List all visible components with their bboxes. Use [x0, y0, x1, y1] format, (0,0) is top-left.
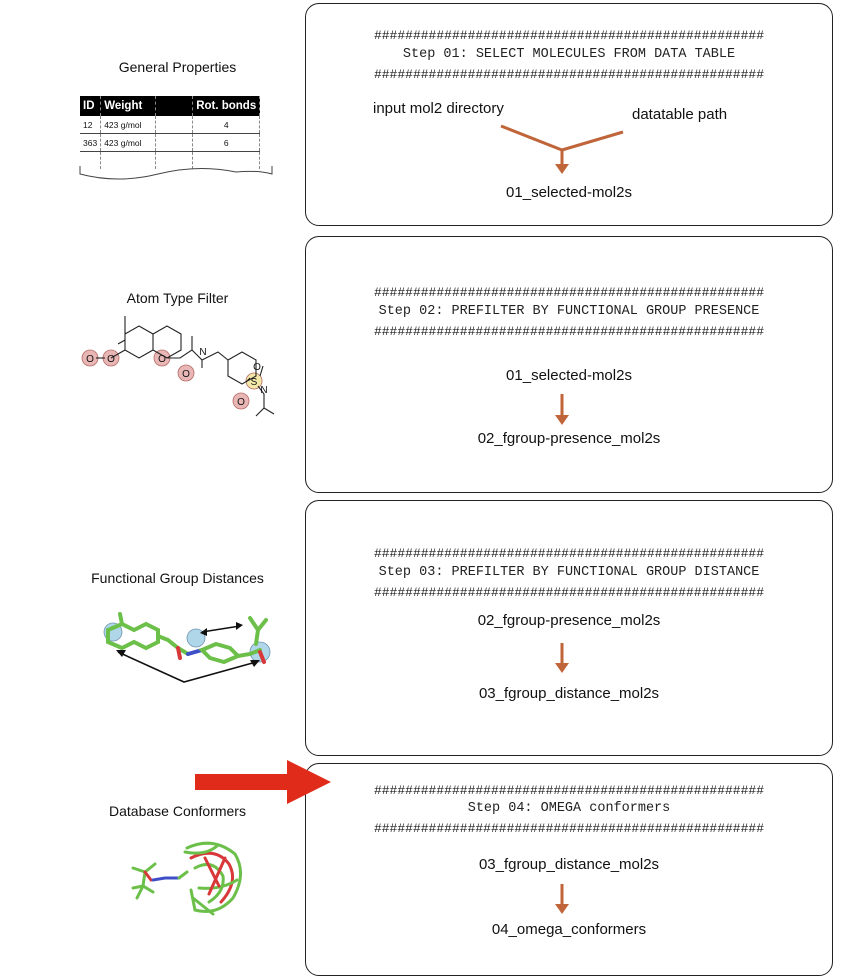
- table-cell: [155, 133, 194, 152]
- step-02-input: 01_selected-mol2s: [506, 367, 632, 384]
- atom-oxygen-5: O: [253, 362, 261, 373]
- hash-rule-bottom: ########################################…: [373, 67, 765, 82]
- hash-rule-top: ########################################…: [373, 546, 765, 561]
- current-step-arrow-icon: [195, 760, 331, 804]
- table-cell: [155, 151, 194, 169]
- step-02-box: ########################################…: [305, 236, 833, 493]
- table-row: 363 423 g/mol 6: [80, 133, 261, 152]
- atom-nitrogen-1: N: [199, 347, 206, 358]
- table-cell: [155, 116, 194, 134]
- database-conformers-title: Database Conformers: [109, 803, 246, 819]
- hash-rule-top: ########################################…: [373, 28, 765, 43]
- table-row: [80, 151, 261, 169]
- step-01-output: 01_selected-mol2s: [506, 184, 632, 201]
- atom-nitrogen-2: N: [260, 385, 267, 396]
- hash-rule-bottom: ########################################…: [373, 821, 765, 836]
- down-arrow-icon: [555, 643, 569, 673]
- step-02-title: Step 02: PREFILTER BY FUNCTIONAL GROUP P…: [378, 304, 760, 319]
- torn-paper-edge: [79, 166, 273, 180]
- table-cell: 4: [192, 116, 261, 134]
- step-03-title: Step 03: PREFILTER BY FUNCTIONAL GROUP D…: [378, 565, 760, 580]
- conformer-ensemble-image: [131, 841, 242, 916]
- step-01-box: ########################################…: [305, 3, 833, 226]
- atom-sulfur: S: [251, 377, 258, 388]
- atom-oxygen-2: O: [107, 354, 115, 365]
- molecule-structure-diagram: O O O O N S O O N: [81, 316, 275, 417]
- table-cell: 423 g/mol: [100, 133, 157, 152]
- hash-rule-bottom: ########################################…: [373, 585, 765, 600]
- hash-rule-top: ########################################…: [373, 285, 765, 300]
- table-cell: 6: [192, 133, 261, 152]
- table-cell: [100, 151, 157, 169]
- hash-rule-top: ########################################…: [373, 783, 765, 798]
- atom-oxygen-1: O: [86, 354, 94, 365]
- step-04-box: ########################################…: [305, 763, 833, 976]
- properties-table: ID Weight Rot. bonds 12 423 g/mol 4 363 …: [80, 96, 261, 169]
- table-cell: 12: [80, 116, 102, 134]
- step-01-title: Step 01: SELECT MOLECULES FROM DATA TABL…: [402, 47, 736, 62]
- atom-oxygen-3: O: [158, 354, 166, 365]
- table-cell: [192, 151, 261, 169]
- step-04-input: 03_fgroup_distance_mol2s: [478, 856, 660, 873]
- down-arrow-icon: [555, 394, 569, 425]
- merge-arrow-icon: [500, 124, 624, 174]
- atom-oxygen-4: O: [182, 369, 190, 380]
- down-arrow-icon: [555, 884, 569, 914]
- step-04-output: 04_omega_conformers: [491, 921, 647, 938]
- functional-group-distance-diagram: [103, 612, 271, 683]
- datatable-path-label: datatable path: [632, 106, 728, 123]
- functional-group-distances-title: Functional Group Distances: [91, 570, 264, 586]
- table-row: 12 423 g/mol 4: [80, 116, 261, 134]
- input-mol2-directory-label: input mol2 directory: [373, 100, 504, 117]
- column-header-weight: Weight: [100, 96, 157, 116]
- column-header-rot-bonds: Rot. bonds: [192, 96, 261, 116]
- atom-type-filter-title: Atom Type Filter: [126, 290, 229, 306]
- column-header-blank: [155, 96, 194, 116]
- hash-rule-bottom: ########################################…: [373, 324, 765, 339]
- table-cell: 363: [80, 133, 102, 152]
- step-04-title: Step 04: OMEGA conformers: [467, 801, 671, 816]
- general-properties-title: General Properties: [118, 59, 237, 75]
- step-03-output: 03_fgroup_distance_mol2s: [478, 685, 660, 702]
- column-header-id: ID: [80, 96, 102, 116]
- table-cell: 423 g/mol: [100, 116, 157, 134]
- table-cell: [80, 151, 102, 169]
- step-03-input: 02_fgroup-presence_mol2s: [477, 612, 661, 629]
- step-03-box: ########################################…: [305, 500, 833, 756]
- table-header-row: ID Weight Rot. bonds: [80, 96, 261, 116]
- atom-oxygen-6: O: [237, 397, 245, 408]
- step-02-output: 02_fgroup-presence_mol2s: [477, 430, 661, 447]
